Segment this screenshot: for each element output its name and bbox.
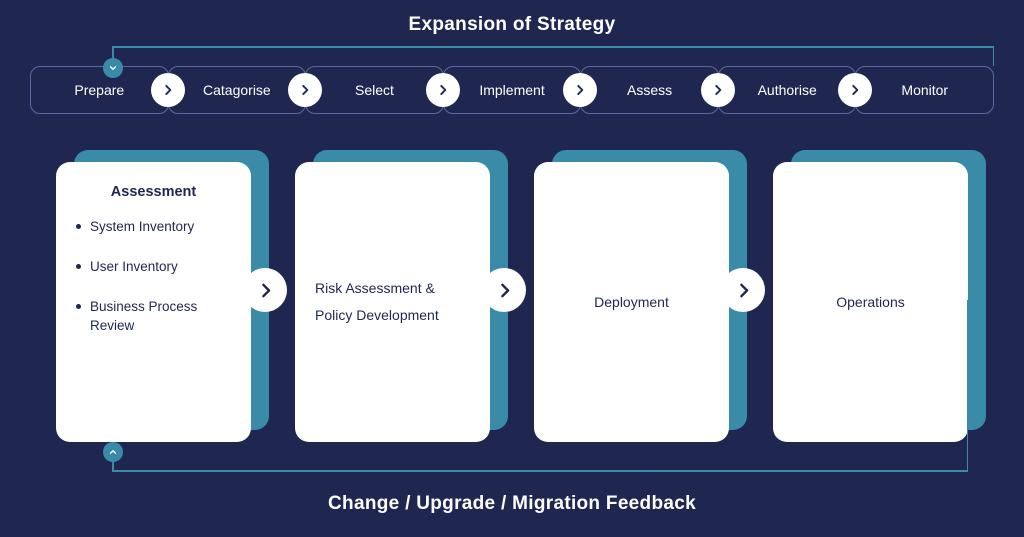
chevron-right-icon — [243, 268, 287, 312]
chevron-right-icon — [563, 73, 597, 107]
chevron-right-icon — [482, 268, 526, 312]
feedback-line — [112, 470, 968, 472]
stage-row: Prepare Catagorise Select Implement Asse… — [30, 66, 994, 114]
chevron-right-icon — [701, 73, 735, 107]
feedback-line — [967, 442, 969, 470]
chevron-right-icon — [838, 73, 872, 107]
card-row: Assessment System Inventory User Invento… — [56, 150, 968, 445]
chevron-up-icon — [103, 442, 123, 462]
stage-label: Select — [355, 82, 394, 98]
card-assessment: Assessment System Inventory User Invento… — [56, 150, 251, 430]
stage-label: Implement — [479, 82, 544, 98]
feedback-line — [967, 300, 969, 442]
stage-prepare: Prepare — [30, 66, 169, 114]
stage-label: Prepare — [74, 82, 124, 98]
title-bottom: Change / Upgrade / Migration Feedback — [0, 493, 1024, 515]
stage-authorise: Authorise — [718, 66, 857, 114]
stage-label: Catagorise — [203, 82, 271, 98]
feedback-line — [112, 46, 994, 48]
chevron-right-icon — [151, 73, 185, 107]
card-body: Operations — [793, 184, 948, 420]
bullet: Business Process Review — [76, 298, 231, 334]
stage-label: Authorise — [758, 82, 817, 98]
card-deployment: Deployment — [534, 150, 729, 430]
stage-assess: Assess — [580, 66, 719, 114]
stage-catagorise: Catagorise — [168, 66, 307, 114]
chevron-right-icon — [426, 73, 460, 107]
stage-select: Select — [305, 66, 444, 114]
card: Deployment — [534, 162, 729, 442]
card: Operations — [773, 162, 968, 442]
bullet: System Inventory — [76, 218, 231, 236]
feedback-line — [993, 46, 995, 66]
chevron-right-icon — [721, 268, 765, 312]
stage-implement: Implement — [443, 66, 582, 114]
card: Assessment System Inventory User Invento… — [56, 162, 251, 442]
chevron-right-icon — [288, 73, 322, 107]
card-bullets: System Inventory User Inventory Business… — [76, 218, 231, 357]
card-body: Deployment — [554, 184, 709, 420]
stage-label: Assess — [627, 82, 672, 98]
title-top: Expansion of Strategy — [0, 14, 1024, 36]
stage-monitor: Monitor — [855, 66, 994, 114]
card-operations: Operations — [773, 150, 968, 430]
card-body: Risk Assessment & Policy Development — [315, 184, 470, 420]
chevron-down-icon — [103, 58, 123, 78]
card-title: Assessment — [76, 184, 231, 200]
card: Risk Assessment & Policy Development — [295, 162, 490, 442]
card-risk: Risk Assessment & Policy Development — [295, 150, 490, 430]
stage-label: Monitor — [901, 82, 948, 98]
bullet: User Inventory — [76, 258, 231, 276]
